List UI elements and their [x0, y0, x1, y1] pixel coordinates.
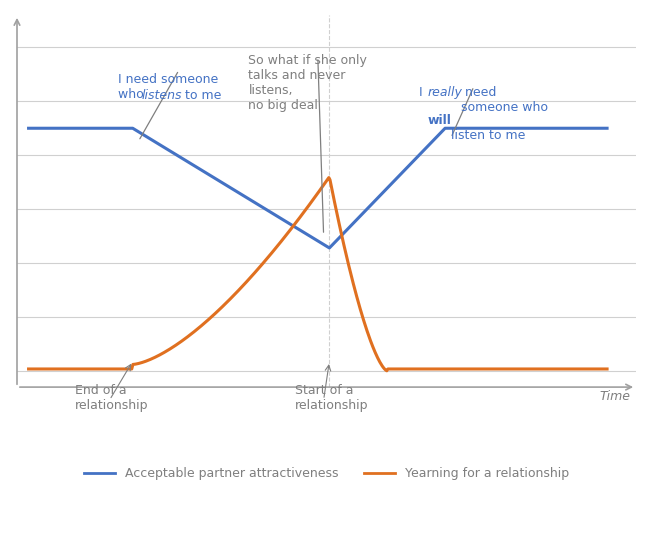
Text: listen to me: listen to me	[451, 114, 525, 142]
Text: need
someone who: need someone who	[461, 86, 551, 114]
Text: I need someone
who: I need someone who	[118, 73, 219, 101]
Legend: Acceptable partner attractiveness, Yearning for a relationship: Acceptable partner attractiveness, Yearn…	[79, 462, 574, 485]
Text: to me: to me	[181, 89, 221, 102]
Text: I: I	[419, 86, 426, 99]
Text: Start of a
relationship: Start of a relationship	[295, 384, 368, 412]
Text: will: will	[428, 114, 452, 127]
Text: listens: listens	[141, 89, 182, 102]
Text: really: really	[428, 86, 463, 99]
Text: So what if she only
talks and never
listens,
no big deal: So what if she only talks and never list…	[249, 54, 367, 112]
Text: Time: Time	[599, 390, 630, 403]
Text: End of a
relationship: End of a relationship	[75, 384, 148, 412]
